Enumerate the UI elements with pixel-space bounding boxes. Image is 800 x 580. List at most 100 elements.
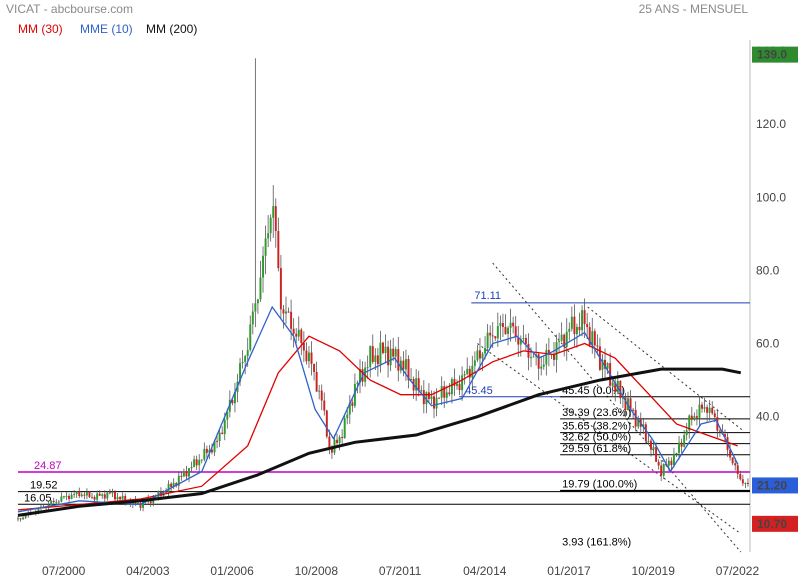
candle-body bbox=[172, 482, 175, 487]
candle-body bbox=[499, 323, 502, 327]
candle-body bbox=[685, 430, 688, 436]
candle-body bbox=[85, 491, 88, 496]
candle-body bbox=[52, 500, 55, 503]
candle-body bbox=[713, 413, 716, 417]
level-label-19: 19.52 bbox=[30, 480, 58, 492]
candle-body bbox=[739, 474, 742, 480]
series-line-mm200 bbox=[17, 367, 742, 517]
candle-body bbox=[346, 414, 349, 419]
candle-body bbox=[586, 324, 589, 328]
level-label-71: 71.11 bbox=[474, 290, 501, 302]
candle-body bbox=[683, 435, 686, 447]
candle-body bbox=[703, 407, 706, 409]
candle-body bbox=[724, 434, 726, 438]
fib-label: 3.93 (161.8%) bbox=[562, 537, 631, 549]
candle-body bbox=[399, 360, 402, 371]
candle-body bbox=[24, 514, 27, 518]
candle-body bbox=[336, 439, 339, 444]
candle-body bbox=[690, 415, 693, 420]
candle-body bbox=[476, 350, 479, 361]
candle-body bbox=[282, 309, 285, 314]
plot-area bbox=[18, 40, 750, 552]
candle-body bbox=[392, 348, 395, 357]
candle-body bbox=[394, 349, 397, 357]
candle-body bbox=[233, 391, 236, 404]
candle-body bbox=[55, 501, 58, 503]
candle-body bbox=[466, 368, 469, 375]
candle-body bbox=[438, 397, 441, 399]
candle-body bbox=[223, 419, 226, 435]
x-tick-label: 10/2008 bbox=[295, 564, 339, 578]
level-label-16: 16.05 bbox=[24, 492, 52, 504]
candle-body bbox=[461, 375, 464, 391]
candle-body bbox=[264, 238, 267, 256]
candle-body bbox=[231, 399, 234, 404]
candle-body bbox=[302, 343, 305, 351]
candle-body bbox=[667, 460, 670, 466]
legend-mm200: MM (200) bbox=[146, 22, 198, 36]
candle-body bbox=[180, 475, 183, 477]
candle-body bbox=[65, 495, 68, 497]
candle-body bbox=[448, 392, 451, 395]
legend-mme10: MME (10) bbox=[80, 22, 133, 36]
candle-body bbox=[537, 354, 540, 369]
candle-body bbox=[397, 349, 400, 371]
candle-body bbox=[198, 459, 201, 466]
candle-body bbox=[415, 378, 418, 391]
candle-body bbox=[670, 460, 673, 466]
candle-body bbox=[736, 465, 739, 475]
candle-body bbox=[494, 336, 497, 339]
candle-body bbox=[570, 316, 573, 329]
x-tick-label: 01/2006 bbox=[210, 564, 254, 578]
candle-body bbox=[98, 493, 101, 496]
candle-body bbox=[678, 442, 681, 453]
candle-body bbox=[456, 383, 458, 386]
candle-body bbox=[114, 491, 116, 500]
candle-body bbox=[142, 501, 145, 508]
candle-body bbox=[116, 496, 119, 500]
candle-body bbox=[88, 491, 91, 498]
candle-body bbox=[389, 348, 392, 366]
candle-body bbox=[614, 382, 617, 393]
chart-title: VICAT - abcbourse.com bbox=[6, 2, 133, 16]
candle-body bbox=[384, 346, 387, 354]
candle-body bbox=[310, 352, 313, 364]
candle-body bbox=[655, 446, 658, 462]
candle-body bbox=[662, 463, 665, 476]
candle-body bbox=[744, 482, 747, 484]
candle-body bbox=[558, 340, 561, 342]
candle-body bbox=[425, 392, 428, 405]
candle-body bbox=[443, 386, 446, 398]
candle-body bbox=[274, 206, 277, 232]
fib-label: 39.39 (23.6%) bbox=[562, 407, 631, 419]
candle-body bbox=[343, 418, 346, 439]
candle-body bbox=[560, 334, 563, 341]
candle-body bbox=[200, 459, 203, 461]
candle-body bbox=[427, 392, 430, 400]
candle-body bbox=[445, 392, 448, 398]
candle-body bbox=[545, 349, 548, 365]
candle-body bbox=[295, 333, 298, 337]
candle-body bbox=[351, 402, 354, 406]
candle-body bbox=[371, 346, 374, 363]
candle-body bbox=[496, 326, 499, 339]
candle-body bbox=[356, 382, 359, 384]
y-tick-label: 80.0 bbox=[756, 263, 780, 277]
candle-body bbox=[269, 217, 272, 234]
candle-body bbox=[320, 390, 323, 401]
candle-body bbox=[101, 494, 104, 496]
candle-body bbox=[514, 326, 517, 338]
candle-body bbox=[512, 322, 515, 327]
candle-body bbox=[330, 448, 333, 453]
candle-body bbox=[96, 493, 99, 500]
candle-body bbox=[509, 322, 512, 328]
candle-body bbox=[637, 418, 640, 427]
candle-body bbox=[323, 400, 326, 411]
fib-label: 29.59 (61.8%) bbox=[562, 443, 631, 455]
candle-body bbox=[540, 366, 543, 369]
price-tag-bg bbox=[752, 515, 798, 532]
candle-body bbox=[221, 432, 224, 435]
candle-body bbox=[359, 369, 361, 383]
candle-body bbox=[706, 407, 709, 413]
x-tick-label: 07/2022 bbox=[716, 564, 760, 578]
